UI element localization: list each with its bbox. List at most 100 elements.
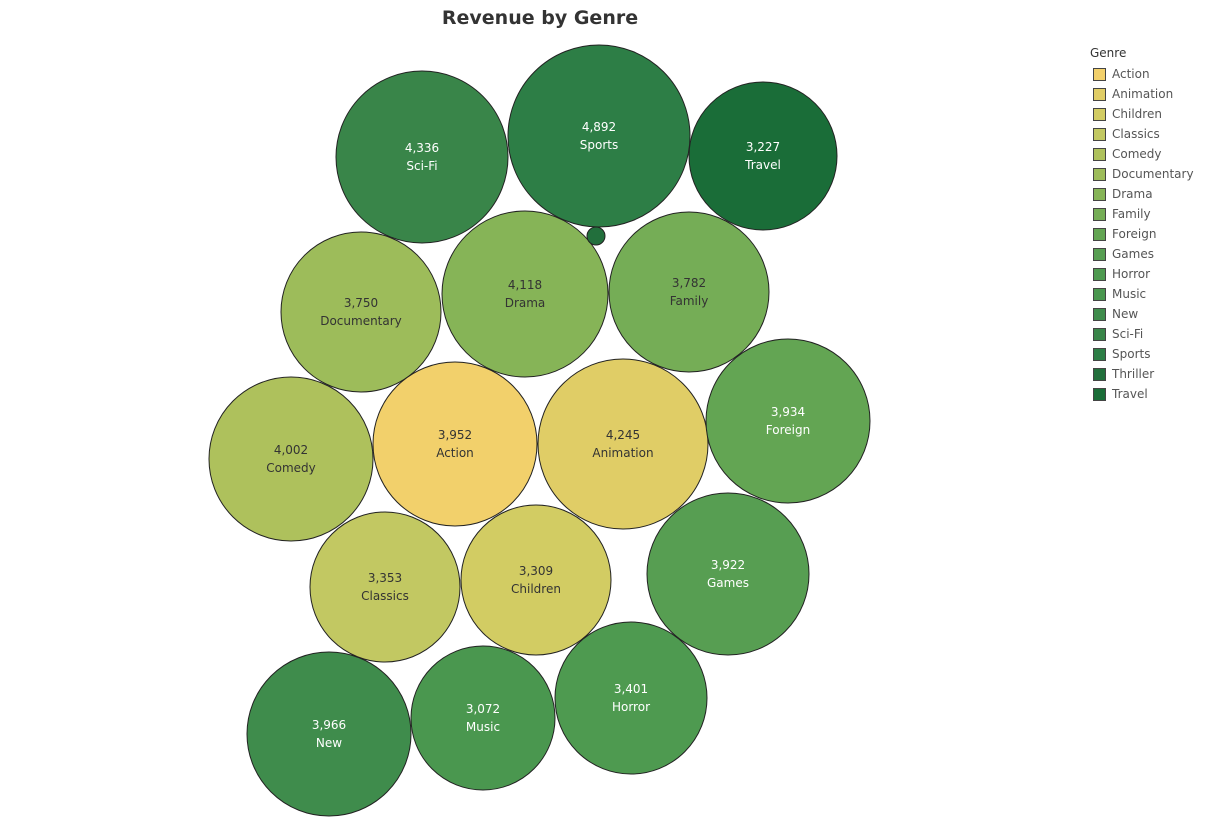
bubble-value-travel: 3,227	[746, 140, 780, 154]
legend-item-sports[interactable]: Sports	[1090, 344, 1225, 364]
legend-label-family: Family	[1112, 207, 1151, 221]
legend-label-comedy: Comedy	[1112, 147, 1162, 161]
legend-item-music[interactable]: Music	[1090, 284, 1225, 304]
bubble-label-drama: Drama	[505, 296, 546, 310]
bubble-value-family: 3,782	[672, 276, 706, 290]
legend-swatch-horror	[1093, 267, 1106, 281]
legend-label-horror: Horror	[1112, 267, 1151, 281]
legend-item-new[interactable]: New	[1090, 304, 1225, 324]
bubble-sci-fi[interactable]	[335, 70, 509, 244]
legend-item-comedy[interactable]: Comedy	[1090, 144, 1225, 164]
legend-item-travel[interactable]: Travel	[1090, 384, 1225, 404]
bubble-thriller[interactable]	[586, 226, 606, 246]
bubble-label-travel: Travel	[744, 158, 781, 172]
legend-label-new: New	[1112, 307, 1139, 321]
bubble-classics[interactable]	[309, 511, 461, 663]
bubble-value-classics: 3,353	[368, 571, 402, 585]
bubble-value-sports: 4,892	[582, 120, 616, 134]
chart-title: Revenue by Genre	[441, 7, 639, 29]
legend-item-drama[interactable]: Drama	[1090, 184, 1225, 204]
bubble-sports[interactable]	[507, 44, 691, 228]
legend-label-action: Action	[1112, 67, 1150, 81]
legend-swatch-thriller	[1093, 367, 1106, 381]
bubble-music[interactable]	[410, 645, 556, 791]
bubble-value-action: 3,952	[438, 428, 472, 442]
legend-label-classics: Classics	[1112, 127, 1160, 141]
legend-swatch-classics	[1093, 127, 1106, 141]
bubble-label-animation: Animation	[592, 446, 653, 460]
bubble-label-comedy: Comedy	[266, 461, 316, 475]
legend-swatch-animation	[1093, 87, 1106, 101]
legend-item-family[interactable]: Family	[1090, 204, 1225, 224]
bubble-horror[interactable]	[554, 621, 708, 775]
legend-label-foreign: Foreign	[1112, 227, 1157, 241]
bubble-label-games: Games	[707, 576, 749, 590]
bubble-value-animation: 4,245	[606, 428, 640, 442]
legend-swatch-drama	[1093, 187, 1106, 201]
legend-label-games: Games	[1112, 247, 1154, 261]
legend-item-animation[interactable]: Animation	[1090, 84, 1225, 104]
bubble-value-music: 3,072	[466, 702, 500, 716]
bubble-value-drama: 4,118	[508, 278, 542, 292]
bubble-label-family: Family	[670, 294, 709, 308]
legend-label-sci-fi: Sci-Fi	[1112, 327, 1144, 341]
legend-item-foreign[interactable]: Foreign	[1090, 224, 1225, 244]
bubble-label-sports: Sports	[580, 138, 618, 152]
legend-label-sports: Sports	[1112, 347, 1151, 361]
legend-item-documentary[interactable]: Documentary	[1090, 164, 1225, 184]
legend-item-children[interactable]: Children	[1090, 104, 1225, 124]
bubble-travel[interactable]	[688, 81, 838, 231]
legend-item-classics[interactable]: Classics	[1090, 124, 1225, 144]
legend-item-horror[interactable]: Horror	[1090, 264, 1225, 284]
bubble-action[interactable]	[372, 361, 538, 527]
legend-swatch-games	[1093, 247, 1106, 261]
bubble-animation[interactable]	[537, 358, 709, 530]
bubble-label-documentary: Documentary	[320, 314, 402, 328]
legend-label-animation: Animation	[1112, 87, 1174, 101]
legend-swatch-documentary	[1093, 167, 1106, 181]
legend-item-sci-fi[interactable]: Sci-Fi	[1090, 324, 1225, 344]
bubble-value-new: 3,966	[312, 718, 346, 732]
legend-label-documentary: Documentary	[1112, 167, 1194, 181]
bubble-label-sci-fi: Sci-Fi	[406, 159, 437, 173]
bubble-foreign[interactable]	[705, 338, 871, 504]
legend-item-games[interactable]: Games	[1090, 244, 1225, 264]
legend-title: Genre	[1090, 46, 1127, 60]
legend-label-drama: Drama	[1112, 187, 1153, 201]
legend-item-thriller[interactable]: Thriller	[1090, 364, 1225, 384]
legend-label-children: Children	[1112, 107, 1162, 121]
legend-swatch-new	[1093, 307, 1106, 321]
legend-swatch-children	[1093, 107, 1106, 121]
bubble-label-children: Children	[511, 582, 561, 596]
bubble-children[interactable]	[460, 504, 612, 656]
bubble-comedy[interactable]	[208, 376, 374, 542]
bubble-label-new: New	[316, 736, 342, 750]
bubble-label-classics: Classics	[361, 589, 409, 603]
bubble-value-games: 3,922	[711, 558, 745, 572]
bubble-value-documentary: 3,750	[344, 296, 378, 310]
legend-item-action[interactable]: Action	[1090, 64, 1225, 84]
bubble-value-foreign: 3,934	[771, 405, 805, 419]
bubble-label-horror: Horror	[612, 700, 650, 714]
bubble-value-comedy: 4,002	[274, 443, 308, 457]
bubble-value-horror: 3,401	[614, 682, 648, 696]
bubble-games[interactable]	[646, 492, 810, 656]
legend-swatch-family	[1093, 207, 1106, 221]
bubble-plot: 4,336 Sci-Fi 4,892 Sports 3,227 Travel 3,750 Do…	[208, 44, 871, 817]
bubble-documentary[interactable]	[280, 231, 442, 393]
legend-swatch-foreign	[1093, 227, 1106, 241]
legend-swatch-sports	[1093, 347, 1106, 361]
bubble-label-foreign: Foreign	[766, 423, 810, 437]
legend-swatch-music	[1093, 287, 1106, 301]
bubble-label-music: Music	[466, 720, 500, 734]
bubble-drama[interactable]	[441, 210, 609, 378]
legend-label-travel: Travel	[1112, 387, 1148, 401]
bubble-new[interactable]	[246, 651, 412, 817]
bubble-label-action: Action	[436, 446, 474, 460]
legend-swatch-action	[1093, 67, 1106, 81]
bubble-family[interactable]	[608, 211, 770, 373]
bubble-value-children: 3,309	[519, 564, 553, 578]
legend-swatch-travel	[1093, 387, 1106, 401]
legend-label-thriller: Thriller	[1112, 367, 1155, 381]
